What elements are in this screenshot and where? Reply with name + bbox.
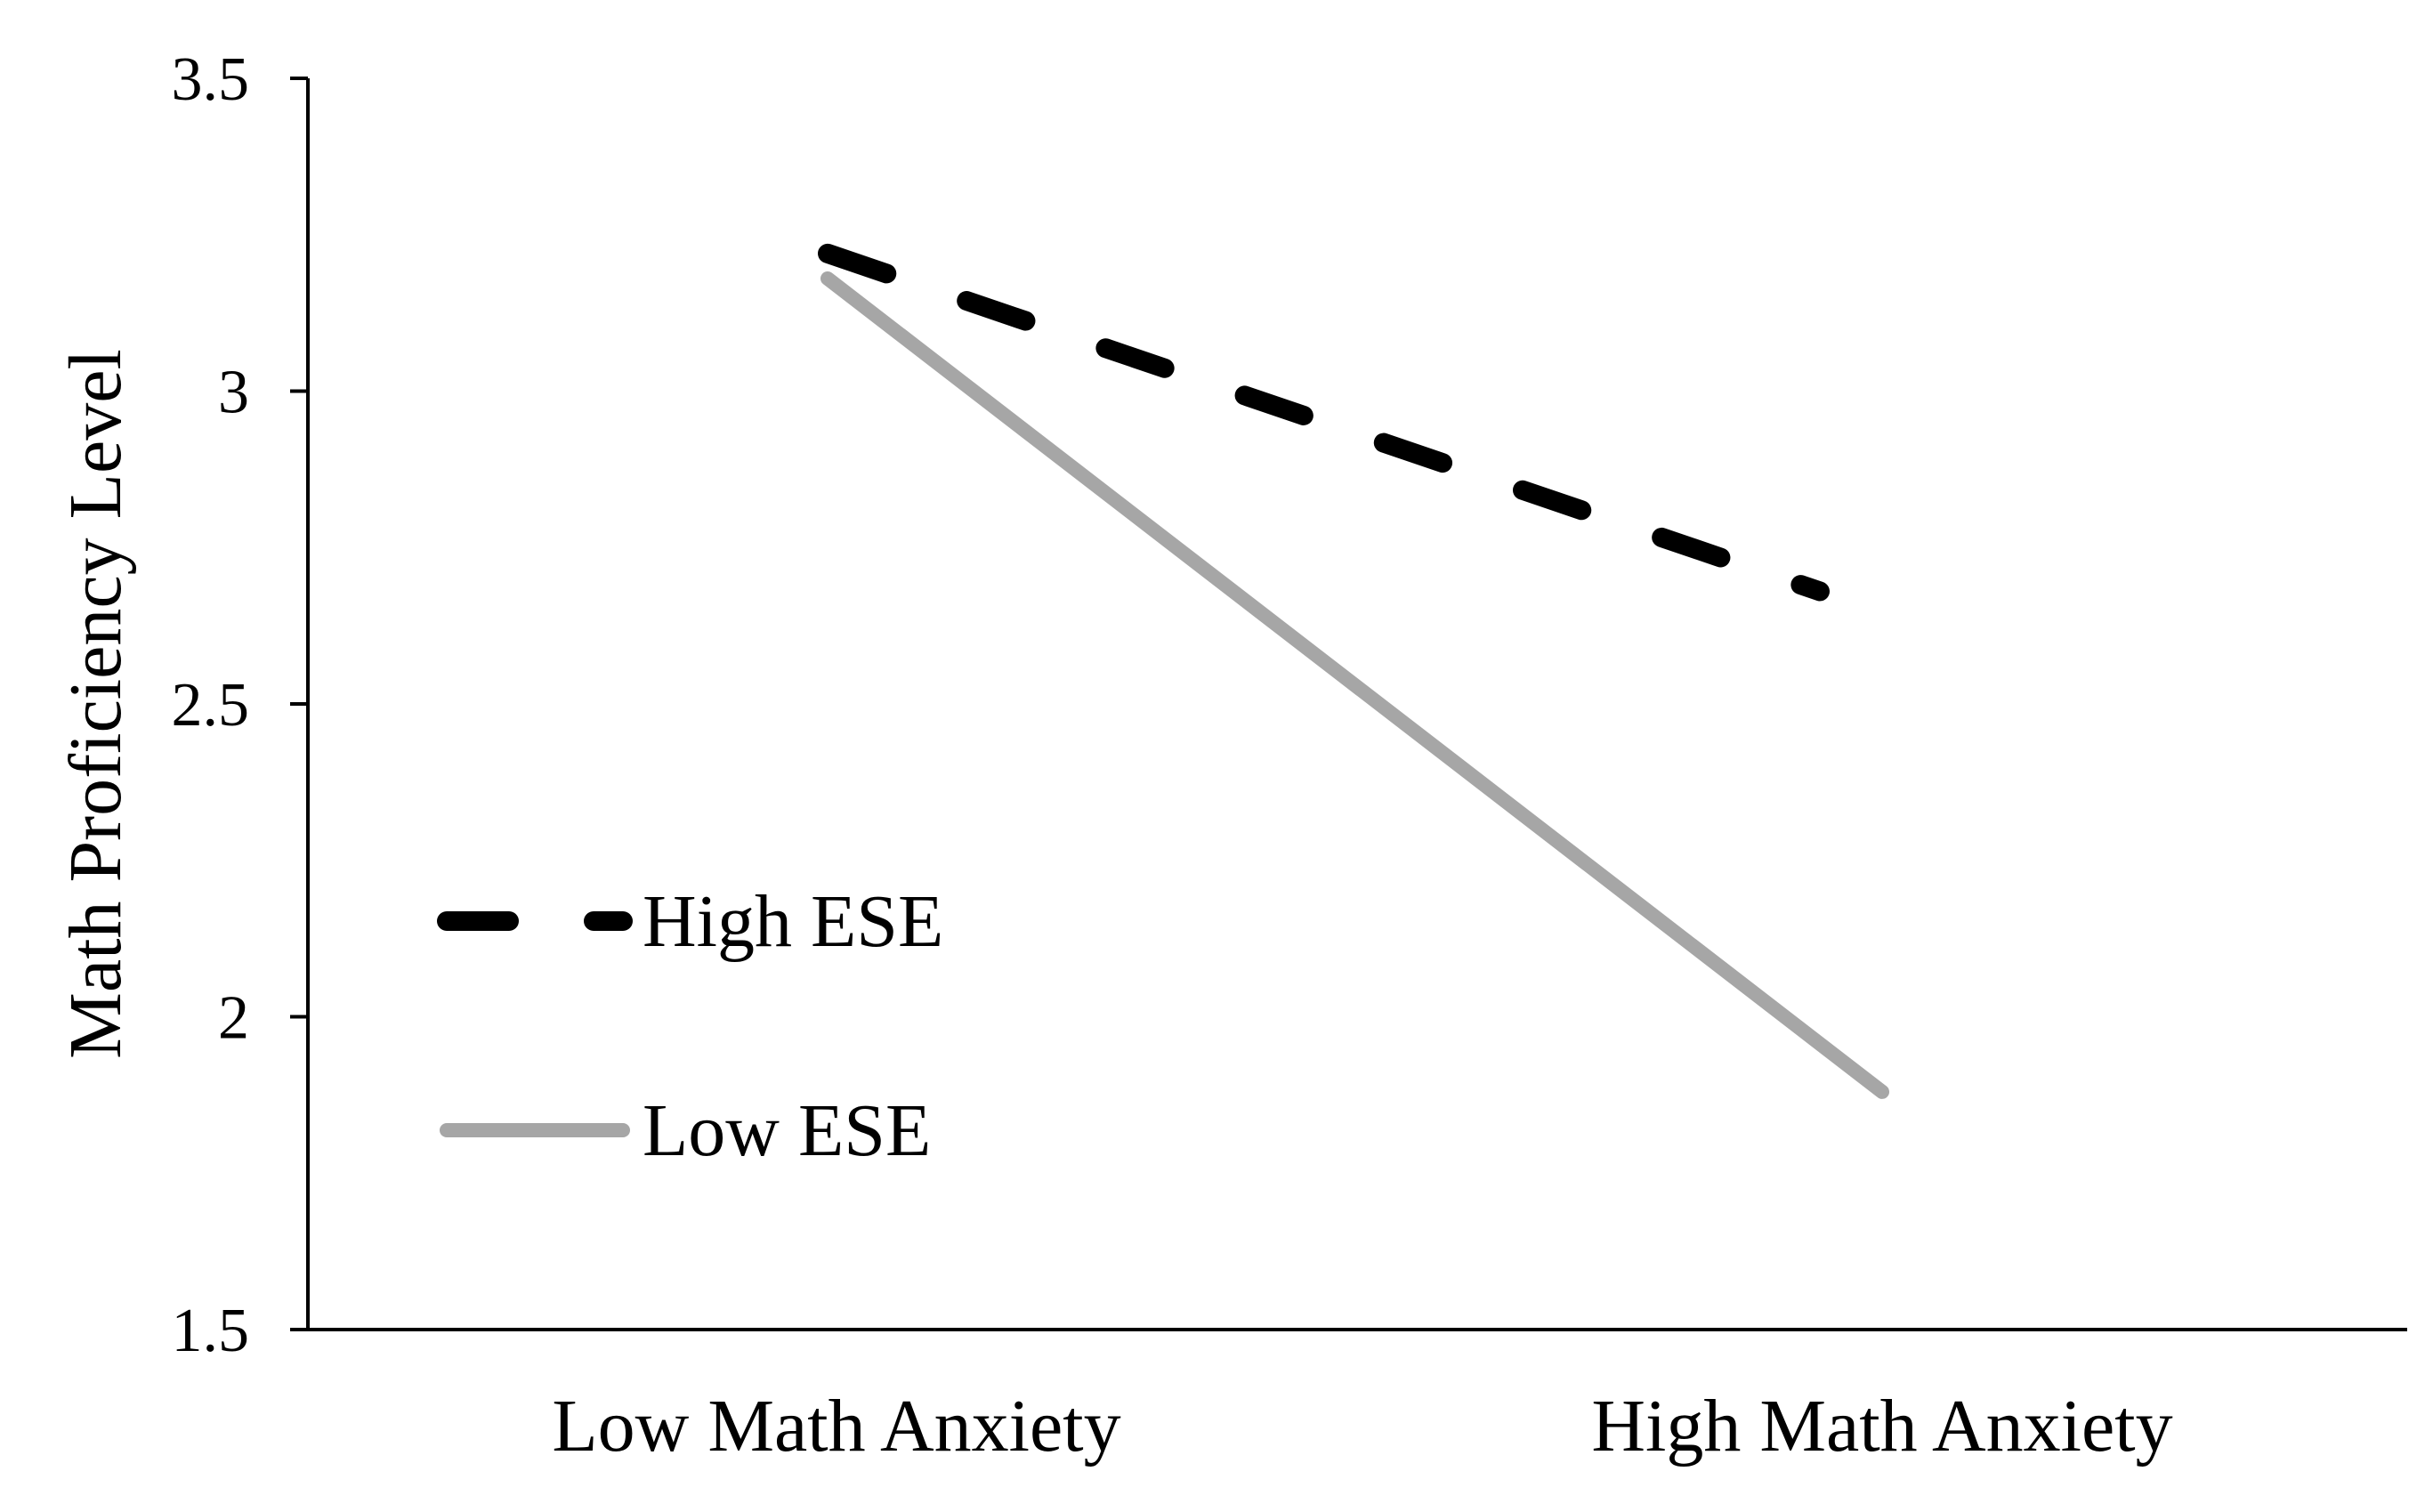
series-line-high-ese — [818, 243, 1830, 602]
series-lines — [818, 243, 1889, 1099]
series-line-low-ese — [820, 271, 1889, 1099]
x-category-label: High Math Anxiety — [1591, 1385, 2172, 1468]
y-axis-label: Math Proficiency Level — [54, 349, 137, 1059]
legend-label: High ESE — [643, 880, 943, 963]
y-tick-labels: 1.5 2 2.5 3 3.5 — [172, 45, 308, 1365]
y-tick-label: 1.5 — [172, 1297, 250, 1365]
x-category-label: Low Math Anxiety — [552, 1385, 1120, 1468]
y-tick-label: 3.5 — [172, 45, 250, 114]
y-tick-label: 2 — [218, 984, 249, 1053]
x-category-labels: Low Math Anxiety High Math Anxiety — [552, 1385, 2172, 1468]
y-tick-label: 2.5 — [172, 671, 250, 740]
y-tick-label: 3 — [218, 359, 249, 427]
legend-label: Low ESE — [643, 1089, 931, 1172]
axes — [306, 78, 2407, 1331]
legend: High ESE Low ESE — [437, 880, 943, 1172]
